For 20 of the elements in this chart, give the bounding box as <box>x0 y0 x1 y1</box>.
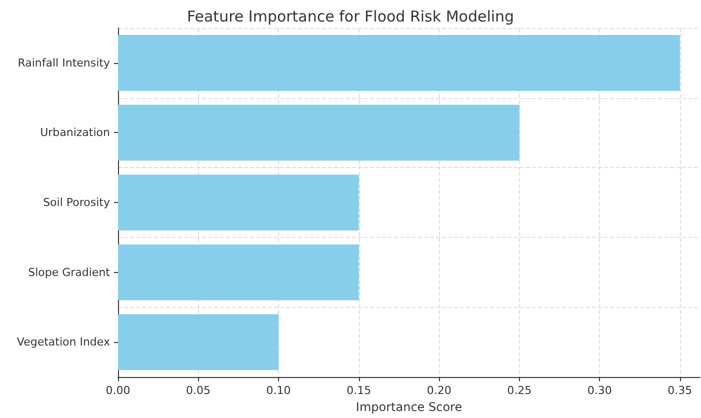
bar <box>118 34 680 91</box>
y-tick-label: Vegetation Index <box>16 336 110 349</box>
y-tick-label: Rainfall Intensity <box>18 56 110 70</box>
chart-title: Feature Importance for Flood Risk Modeling <box>186 8 514 26</box>
y-tick-label: Soil Porosity <box>43 196 110 210</box>
x-axis-title: Importance Score <box>356 400 462 414</box>
x-tick-label: 0.35 <box>668 384 692 398</box>
bar <box>118 104 520 161</box>
y-tick-label: Slope Gradient <box>28 266 111 279</box>
x-tick-label: 0.20 <box>426 384 452 398</box>
x-tick-label: 0.15 <box>346 384 372 398</box>
bar <box>118 314 279 370</box>
x-tick-label: 0.30 <box>587 384 612 398</box>
y-tick-label: Urbanization <box>40 126 110 140</box>
x-tick-label: 0.25 <box>507 384 532 398</box>
bar <box>118 244 359 300</box>
x-tick-label: 0.00 <box>106 384 130 398</box>
bar <box>118 174 359 230</box>
x-tick-label: 0.10 <box>266 384 291 398</box>
x-tick-label: 0.05 <box>186 384 211 398</box>
